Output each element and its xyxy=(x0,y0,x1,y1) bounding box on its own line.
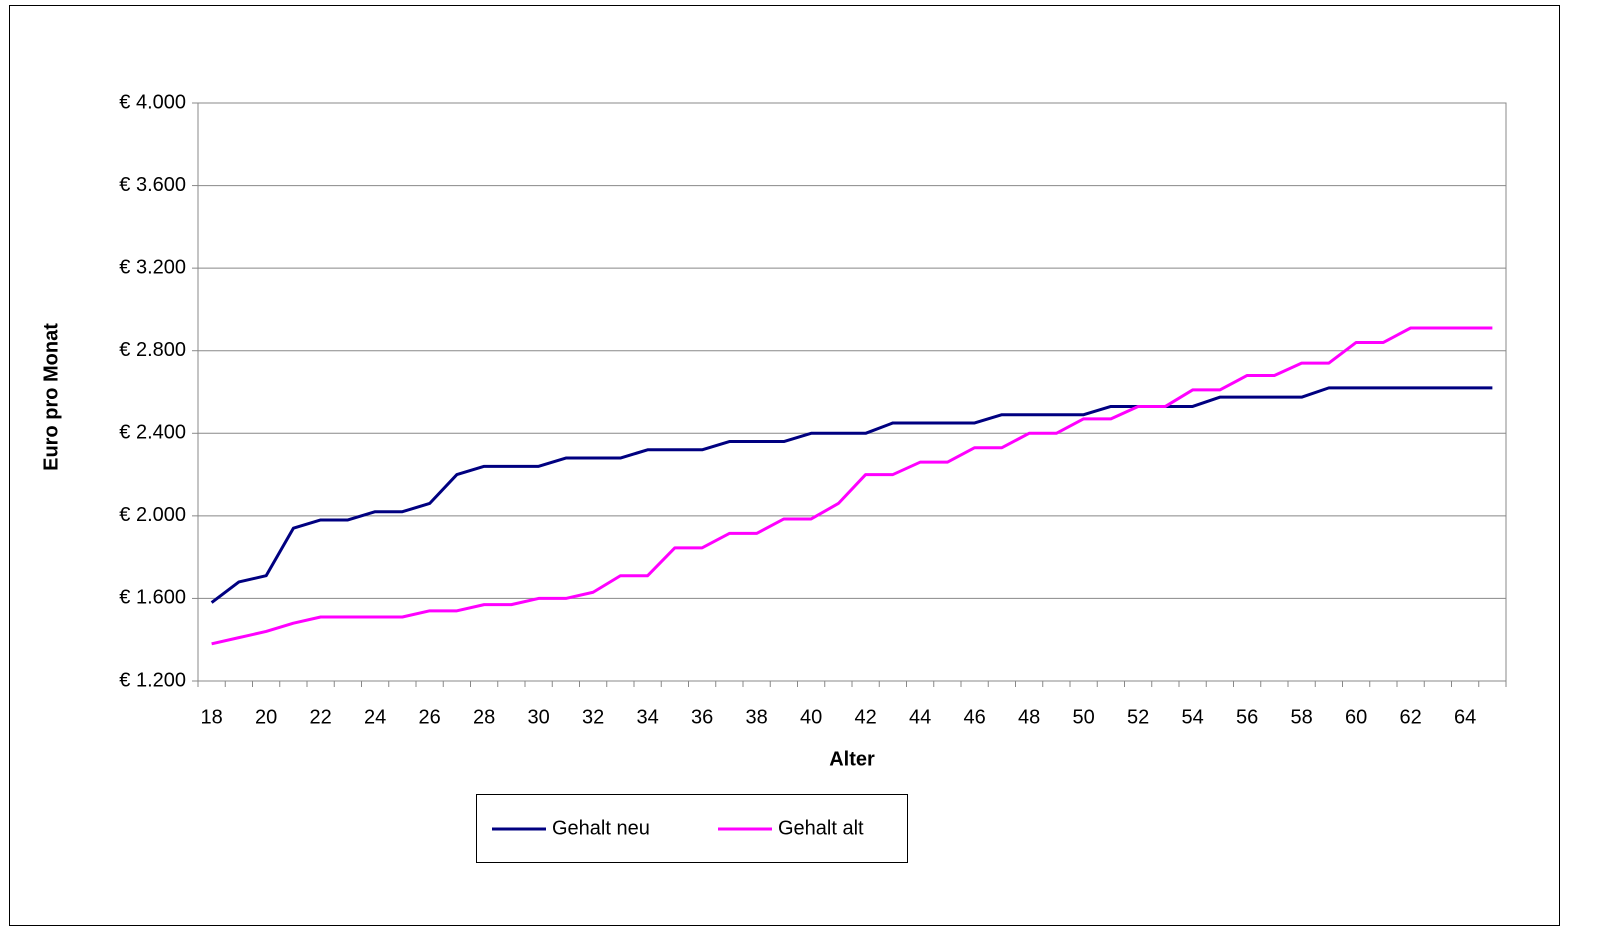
x-tick-label: 48 xyxy=(1018,706,1040,728)
legend-label: Gehalt alt xyxy=(778,817,864,839)
series-line xyxy=(210,386,1493,604)
x-tick-label: 42 xyxy=(855,706,877,728)
y-tick-label: € 2.400 xyxy=(119,422,186,444)
x-tick-label: 28 xyxy=(473,706,495,728)
x-tick-label: 30 xyxy=(528,706,550,728)
x-tick-label: 52 xyxy=(1127,706,1149,728)
x-tick-label: 62 xyxy=(1400,706,1422,728)
x-tick-label: 18 xyxy=(201,706,223,728)
y-tick-label: € 4.000 xyxy=(119,91,186,113)
series-line xyxy=(211,326,1493,646)
x-tick-label: 50 xyxy=(1073,706,1095,728)
chart-border xyxy=(9,5,1560,926)
y-tick-label: € 3.600 xyxy=(119,174,186,196)
x-tick-label: 20 xyxy=(255,706,277,728)
x-tick-label: 60 xyxy=(1345,706,1367,728)
x-tick-label: 40 xyxy=(800,706,822,728)
y-tick-label: € 2.800 xyxy=(119,339,186,361)
x-tick-label: 38 xyxy=(746,706,768,728)
x-tick-label: 46 xyxy=(964,706,986,728)
x-tick-label: 32 xyxy=(582,706,604,728)
x-tick-label: 44 xyxy=(909,706,931,728)
legend-label: Gehalt neu xyxy=(552,817,650,839)
y-axis-label: Euro pro Monat xyxy=(40,323,62,471)
x-tick-label: 24 xyxy=(364,706,386,728)
y-tick-label: € 1.600 xyxy=(119,587,186,609)
y-tick-label: € 2.000 xyxy=(119,504,186,526)
x-tick-label: 34 xyxy=(637,706,659,728)
x-tick-label: 36 xyxy=(691,706,713,728)
x-tick-label: 22 xyxy=(310,706,332,728)
x-tick-label: 56 xyxy=(1236,706,1258,728)
y-tick-label: € 1.200 xyxy=(119,669,186,691)
y-tick-label: € 3.200 xyxy=(119,256,186,278)
legend-box xyxy=(476,794,908,863)
x-axis-label: Alter xyxy=(829,748,875,770)
x-tick-label: 64 xyxy=(1454,706,1476,728)
x-tick-label: 26 xyxy=(419,706,441,728)
x-tick-label: 58 xyxy=(1291,706,1313,728)
x-tick-label: 54 xyxy=(1182,706,1204,728)
